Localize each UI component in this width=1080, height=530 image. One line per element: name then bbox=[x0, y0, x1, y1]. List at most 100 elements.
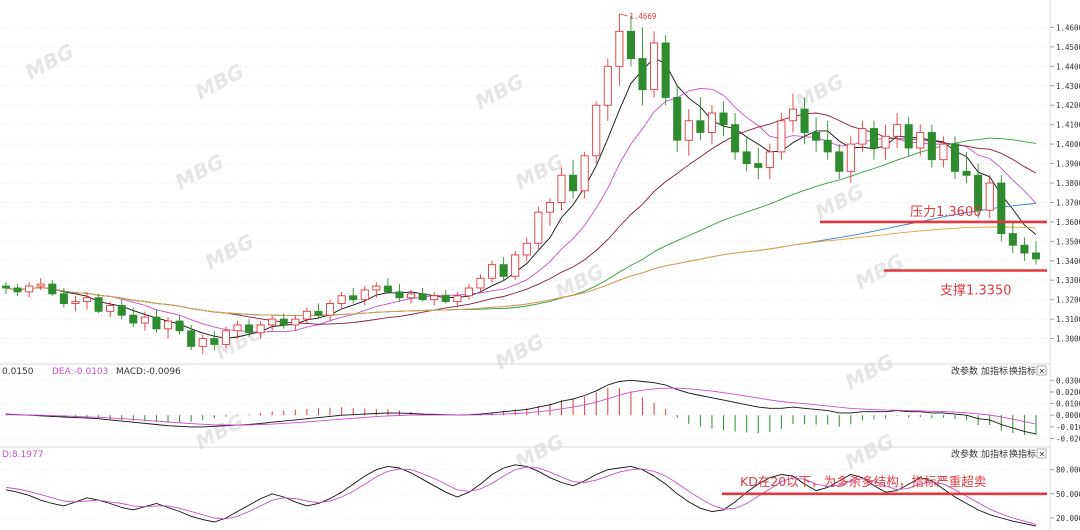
price-tick-label: 1.3200 bbox=[1056, 296, 1080, 305]
kd-tick-label: 50.0000 bbox=[1056, 490, 1080, 499]
candle bbox=[233, 321, 242, 339]
macd-dea-line bbox=[5, 387, 1037, 426]
candle bbox=[638, 27, 647, 106]
candle-body-up bbox=[36, 283, 45, 287]
candle bbox=[372, 282, 381, 298]
candle-body-up bbox=[268, 318, 277, 326]
candle-body-up bbox=[291, 318, 300, 326]
candle-body-down bbox=[129, 314, 138, 324]
kd-switch-button[interactable]: 换指标 bbox=[1009, 448, 1036, 460]
candle-body-up bbox=[360, 289, 369, 301]
candle-body-up bbox=[650, 42, 659, 91]
candle-body-up bbox=[534, 211, 543, 244]
candle-body-up bbox=[522, 242, 531, 256]
kd-add-button[interactable]: 加指标 bbox=[981, 448, 1008, 460]
watermark-text: MBG bbox=[191, 59, 248, 104]
high-marker bbox=[619, 13, 628, 17]
candle-body-down bbox=[59, 293, 68, 305]
candle-body-down bbox=[997, 182, 1006, 235]
candle bbox=[823, 120, 832, 160]
price-tick-label: 1.3700 bbox=[1056, 198, 1080, 207]
candle bbox=[453, 291, 462, 308]
macd-reset-button[interactable]: 改参数 bbox=[951, 365, 978, 377]
candle-body-down bbox=[1008, 233, 1017, 246]
candle bbox=[268, 315, 277, 331]
watermark-text: MBG bbox=[511, 429, 568, 474]
price-tick-label: 1.3300 bbox=[1056, 276, 1080, 285]
macd-close-icon: ✕ bbox=[1039, 367, 1046, 376]
macd-switch-button[interactable]: 换指标 bbox=[1009, 365, 1036, 377]
candle bbox=[140, 311, 149, 331]
macd-value1: 0.0150 bbox=[2, 367, 34, 377]
kd-close-button[interactable] bbox=[1036, 448, 1047, 459]
candle-body-up bbox=[707, 112, 716, 133]
kd-tick-label: 80.0000 bbox=[1056, 466, 1080, 475]
candle bbox=[684, 109, 693, 156]
candle bbox=[1, 282, 11, 294]
candle bbox=[106, 301, 115, 318]
candle bbox=[499, 256, 508, 281]
candle-body-down bbox=[187, 330, 196, 347]
candle bbox=[291, 315, 300, 331]
candle bbox=[244, 319, 254, 337]
candle-body-up bbox=[163, 320, 173, 330]
candle bbox=[395, 284, 404, 302]
candle-body-up bbox=[592, 104, 601, 157]
candle-body-up bbox=[881, 135, 890, 149]
candle-body-down bbox=[823, 139, 832, 153]
candle bbox=[603, 58, 612, 121]
candle bbox=[488, 260, 497, 283]
candle-body-up bbox=[106, 305, 115, 312]
candle-body-down bbox=[94, 297, 103, 312]
watermark-text: MBG bbox=[811, 179, 868, 224]
candle bbox=[650, 31, 659, 98]
candle-body-down bbox=[499, 264, 508, 277]
resistance-label: 压力1.3600 bbox=[910, 205, 982, 220]
candle bbox=[349, 288, 358, 304]
support-label: 支撑1.3350 bbox=[940, 284, 1012, 299]
macd-header: 0.0150 DEA:-0.0103 MACD:-0.0096 bbox=[2, 367, 181, 377]
price-grid bbox=[0, 26, 1050, 340]
candle bbox=[36, 278, 45, 290]
macd-close-button[interactable] bbox=[1036, 365, 1047, 376]
macd-add-button[interactable]: 加指标 bbox=[981, 365, 1008, 377]
candle bbox=[418, 288, 427, 302]
candle bbox=[430, 291, 439, 306]
price-tick-label: 1.4300 bbox=[1056, 82, 1080, 91]
kd-close-icon: ✕ bbox=[1039, 450, 1046, 459]
candle bbox=[534, 206, 543, 250]
candle bbox=[788, 93, 798, 133]
candle-body-up bbox=[430, 295, 439, 301]
candle-body-down bbox=[927, 131, 936, 161]
candle-body-down bbox=[279, 318, 288, 326]
candle-body-down bbox=[754, 163, 763, 168]
candle-body-up bbox=[777, 120, 786, 153]
macd-dif-line bbox=[5, 379, 1037, 435]
price-tick-label: 1.4200 bbox=[1056, 101, 1080, 110]
candle bbox=[974, 163, 983, 218]
candle-body-up bbox=[464, 287, 473, 297]
kd-reset-button[interactable]: 改参数 bbox=[951, 448, 978, 460]
candle bbox=[939, 136, 948, 168]
candle-body-up bbox=[140, 316, 149, 324]
candle-body-up bbox=[71, 301, 80, 305]
price-tick-label: 1.3800 bbox=[1056, 179, 1080, 188]
moving-averages bbox=[5, 57, 1037, 339]
kd-d-label: D:8.1977 bbox=[2, 450, 43, 460]
candle-body-up bbox=[985, 182, 994, 211]
candle bbox=[765, 144, 774, 180]
candle bbox=[221, 326, 230, 349]
macd-macd-label: MACD:-0.0096 bbox=[116, 367, 181, 377]
candle-body-up bbox=[939, 143, 948, 161]
watermark-text: MBG bbox=[841, 349, 898, 394]
candle bbox=[950, 136, 960, 180]
candle-body-down bbox=[800, 108, 809, 133]
candle-body-down bbox=[418, 293, 427, 301]
candle-body-down bbox=[175, 320, 184, 332]
candle bbox=[985, 175, 994, 218]
ma20-line bbox=[5, 112, 1037, 325]
